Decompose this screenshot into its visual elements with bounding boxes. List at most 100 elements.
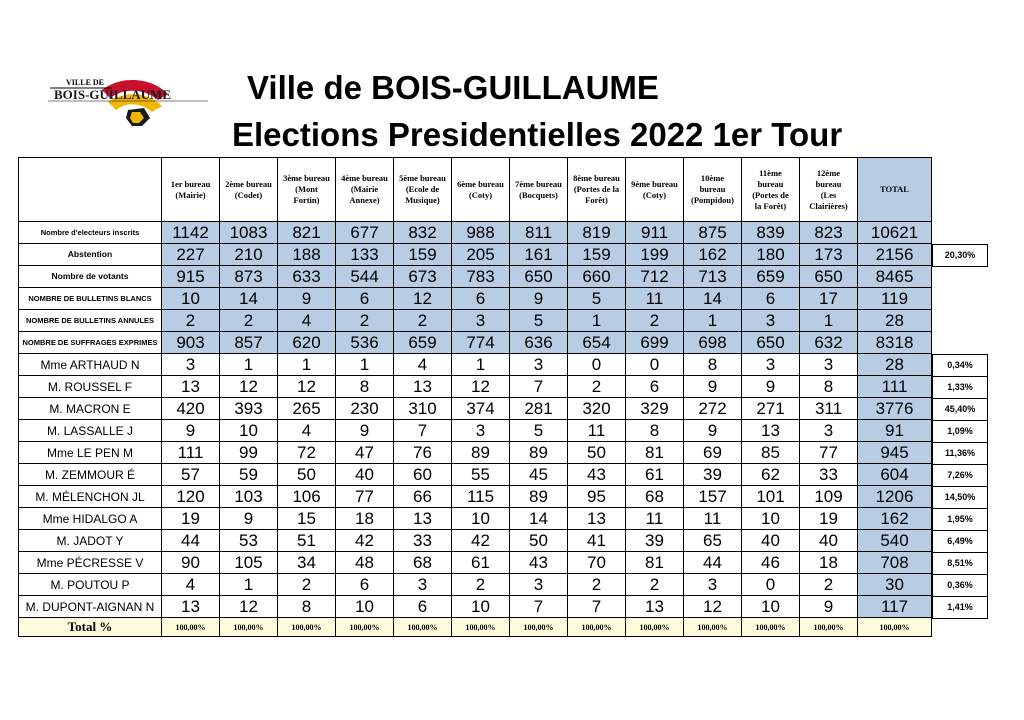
cell-value: 50 xyxy=(567,441,626,464)
cell-value: 9 xyxy=(683,375,742,398)
cell-value: 89 xyxy=(509,485,568,508)
cell-value: 10 xyxy=(219,419,278,442)
cell-percent: 100,00% xyxy=(625,617,684,637)
candidate-row: Mme LE PEN M 111 99 72 47 76 89 89 50 81 69 85 77 945 xyxy=(18,441,932,464)
cell-value: 2 xyxy=(625,309,684,332)
cell-value: 873 xyxy=(219,265,278,288)
cell-total: 604 xyxy=(857,463,932,486)
cell-total: 111 xyxy=(857,375,932,398)
cell-value: 45 xyxy=(509,463,568,486)
cell-value: 875 xyxy=(683,221,742,244)
header-bureau: 8ème bureau (Portes de la Forêt) xyxy=(567,157,626,222)
header-row: 1er bureau (Mairie) 2ème bureau (Codet) 3ème… xyxy=(18,157,932,222)
cell-value: 320 xyxy=(567,397,626,420)
cell-value: 11 xyxy=(567,419,626,442)
cell-value: 265 xyxy=(277,397,336,420)
cell-value: 698 xyxy=(683,331,742,354)
header-line: (Pompidou) xyxy=(691,195,734,205)
cell-value: 6 xyxy=(335,287,394,310)
cell-value: 13 xyxy=(161,595,220,618)
cell-value: 7 xyxy=(509,595,568,618)
header-line: (Portes de la xyxy=(573,184,620,194)
cell-value: 50 xyxy=(277,463,336,486)
cell-value: 6 xyxy=(741,287,800,310)
candidate-name: M. ROUSSEL F xyxy=(18,375,162,398)
cell-value: 3 xyxy=(161,353,220,376)
cell-value: 9 xyxy=(219,507,278,530)
cell-percent: 100,00% xyxy=(451,617,510,637)
cell-percent: 100,00% xyxy=(741,617,800,637)
candidate-name: Mme ARTHAUD N xyxy=(18,353,162,376)
cell-value: 159 xyxy=(567,243,626,266)
cell-value: 9 xyxy=(683,419,742,442)
cell-value: 620 xyxy=(277,331,336,354)
cell-value: 272 xyxy=(683,397,742,420)
cell-value: 210 xyxy=(219,243,278,266)
cell-value: 0 xyxy=(567,353,626,376)
cell-total: 708 xyxy=(857,551,932,574)
cell-value: 13 xyxy=(741,419,800,442)
cell-value: 44 xyxy=(161,529,220,552)
cell-value: 4 xyxy=(393,353,452,376)
cell-value: 650 xyxy=(799,265,858,288)
cell-value: 41 xyxy=(567,529,626,552)
percent-box: 0,34% xyxy=(932,353,988,377)
row-label: NOMBRE DE SUFFRAGES EXPRIMES xyxy=(18,331,162,354)
header-bureau: 9ème bureau (Coty) xyxy=(625,157,684,222)
cell-value: 420 xyxy=(161,397,220,420)
cell-value: 62 xyxy=(741,463,800,486)
cell-value: 227 xyxy=(161,243,220,266)
cell-value: 660 xyxy=(567,265,626,288)
header-line: TOTAL xyxy=(880,184,909,194)
cell-value: 633 xyxy=(277,265,336,288)
header-line: (Bocquets) xyxy=(519,189,558,200)
cell-total: 8465 xyxy=(857,265,932,288)
cell-value: 40 xyxy=(335,463,394,486)
cell-value: 9 xyxy=(799,595,858,618)
cell-value: 13 xyxy=(567,507,626,530)
header-line: (Mairie xyxy=(350,184,379,194)
cell-value: 81 xyxy=(625,551,684,574)
cell-value: 39 xyxy=(683,463,742,486)
header-line: (Coty) xyxy=(468,189,493,200)
header-line: 10ème xyxy=(700,173,725,183)
cell-value: 3 xyxy=(799,353,858,376)
cell-value: 14 xyxy=(219,287,278,310)
cell-value: 2 xyxy=(393,309,452,332)
candidate-row: Mme ARTHAUD N 3 1 1 1 4 1 3 0 0 8 3 3 28 xyxy=(18,353,932,376)
header-line: 7ème bureau xyxy=(515,178,562,189)
cell-value: 60 xyxy=(393,463,452,486)
cell-value: 677 xyxy=(335,221,394,244)
cell-value: 9 xyxy=(509,287,568,310)
cell-total: 117 xyxy=(857,595,932,618)
cell-total: 119 xyxy=(857,287,932,310)
header-line: 3ème bureau xyxy=(283,173,330,183)
candidate-name: M. POUTOU P xyxy=(18,573,162,596)
total-percent-row: Total % 100,00% 100,00% 100,00% 100,00% 100,0… xyxy=(18,617,932,637)
cell-value: 4 xyxy=(277,309,336,332)
cell-value: 712 xyxy=(625,265,684,288)
header-line: (Les xyxy=(820,189,837,200)
cell-value: 659 xyxy=(741,265,800,288)
cell-total: 28 xyxy=(857,353,932,376)
cell-value: 821 xyxy=(277,221,336,244)
cell-value: 40 xyxy=(799,529,858,552)
cell-value: 1142 xyxy=(161,221,220,244)
cell-value: 310 xyxy=(393,397,452,420)
cell-percent: 100,00% xyxy=(857,617,932,637)
cell-value: 3 xyxy=(451,309,510,332)
cell-value: 133 xyxy=(335,243,394,266)
cell-value: 839 xyxy=(741,221,800,244)
cell-value: 44 xyxy=(683,551,742,574)
city-logo: VILLE DE BOIS-GUILLAUME xyxy=(40,68,215,138)
cell-value: 109 xyxy=(799,485,858,508)
header-line: 6ème bureau xyxy=(457,178,504,189)
cell-value: 832 xyxy=(393,221,452,244)
cell-value: 5 xyxy=(509,419,568,442)
header-line: (Portes de xyxy=(752,189,789,200)
cell-value: 14 xyxy=(509,507,568,530)
cell-value: 59 xyxy=(219,463,278,486)
candidate-row: M. LASSALLE J 9 10 4 9 7 3 5 11 8 9 13 3 91 xyxy=(18,419,932,442)
summary-row: NOMBRE DE BULLETINS BLANCS 10 14 9 6 12 6 9 5 11 1… xyxy=(18,287,932,310)
cell-value: 823 xyxy=(799,221,858,244)
